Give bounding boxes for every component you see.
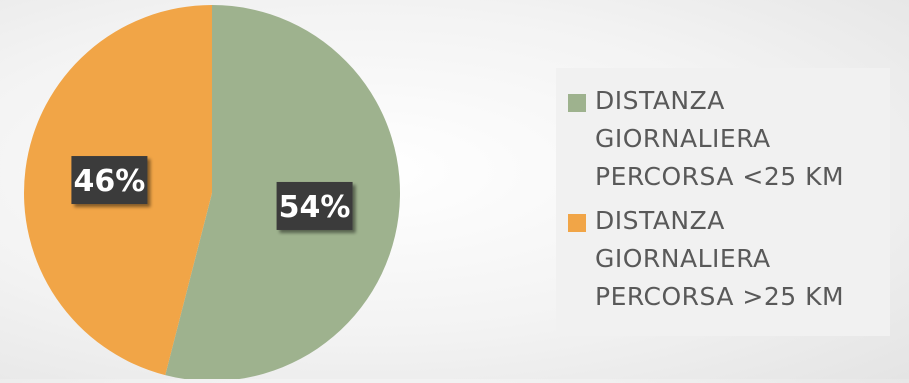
- legend-item-over-25km: DISTANZA GIORNALIERA PERCORSA >25 KM: [568, 202, 880, 316]
- pie-data-label-text: 46%: [74, 164, 146, 199]
- pie-data-label-text: 54%: [279, 190, 351, 225]
- pie-data-label-over-25km: 46%: [71, 156, 148, 205]
- pie-data-labels: 54% 46%: [71, 156, 353, 230]
- pie-data-label-under-25km: 54%: [276, 181, 353, 230]
- legend-item-under-25km: DISTANZA GIORNALIERA PERCORSA <25 KM: [568, 82, 880, 196]
- pie-data-label-box: [276, 181, 353, 230]
- pie-data-label-box: [71, 156, 148, 205]
- legend-swatch-over-25km: [568, 214, 586, 232]
- legend-label-under-25km: DISTANZA GIORNALIERA PERCORSA <25 KM: [595, 86, 845, 191]
- legend-label-over-25km: DISTANZA GIORNALIERA PERCORSA >25 KM: [595, 206, 845, 311]
- chart-legend: DISTANZA GIORNALIERA PERCORSA <25 KM DIS…: [556, 68, 890, 336]
- legend-swatch-under-25km: [568, 94, 586, 112]
